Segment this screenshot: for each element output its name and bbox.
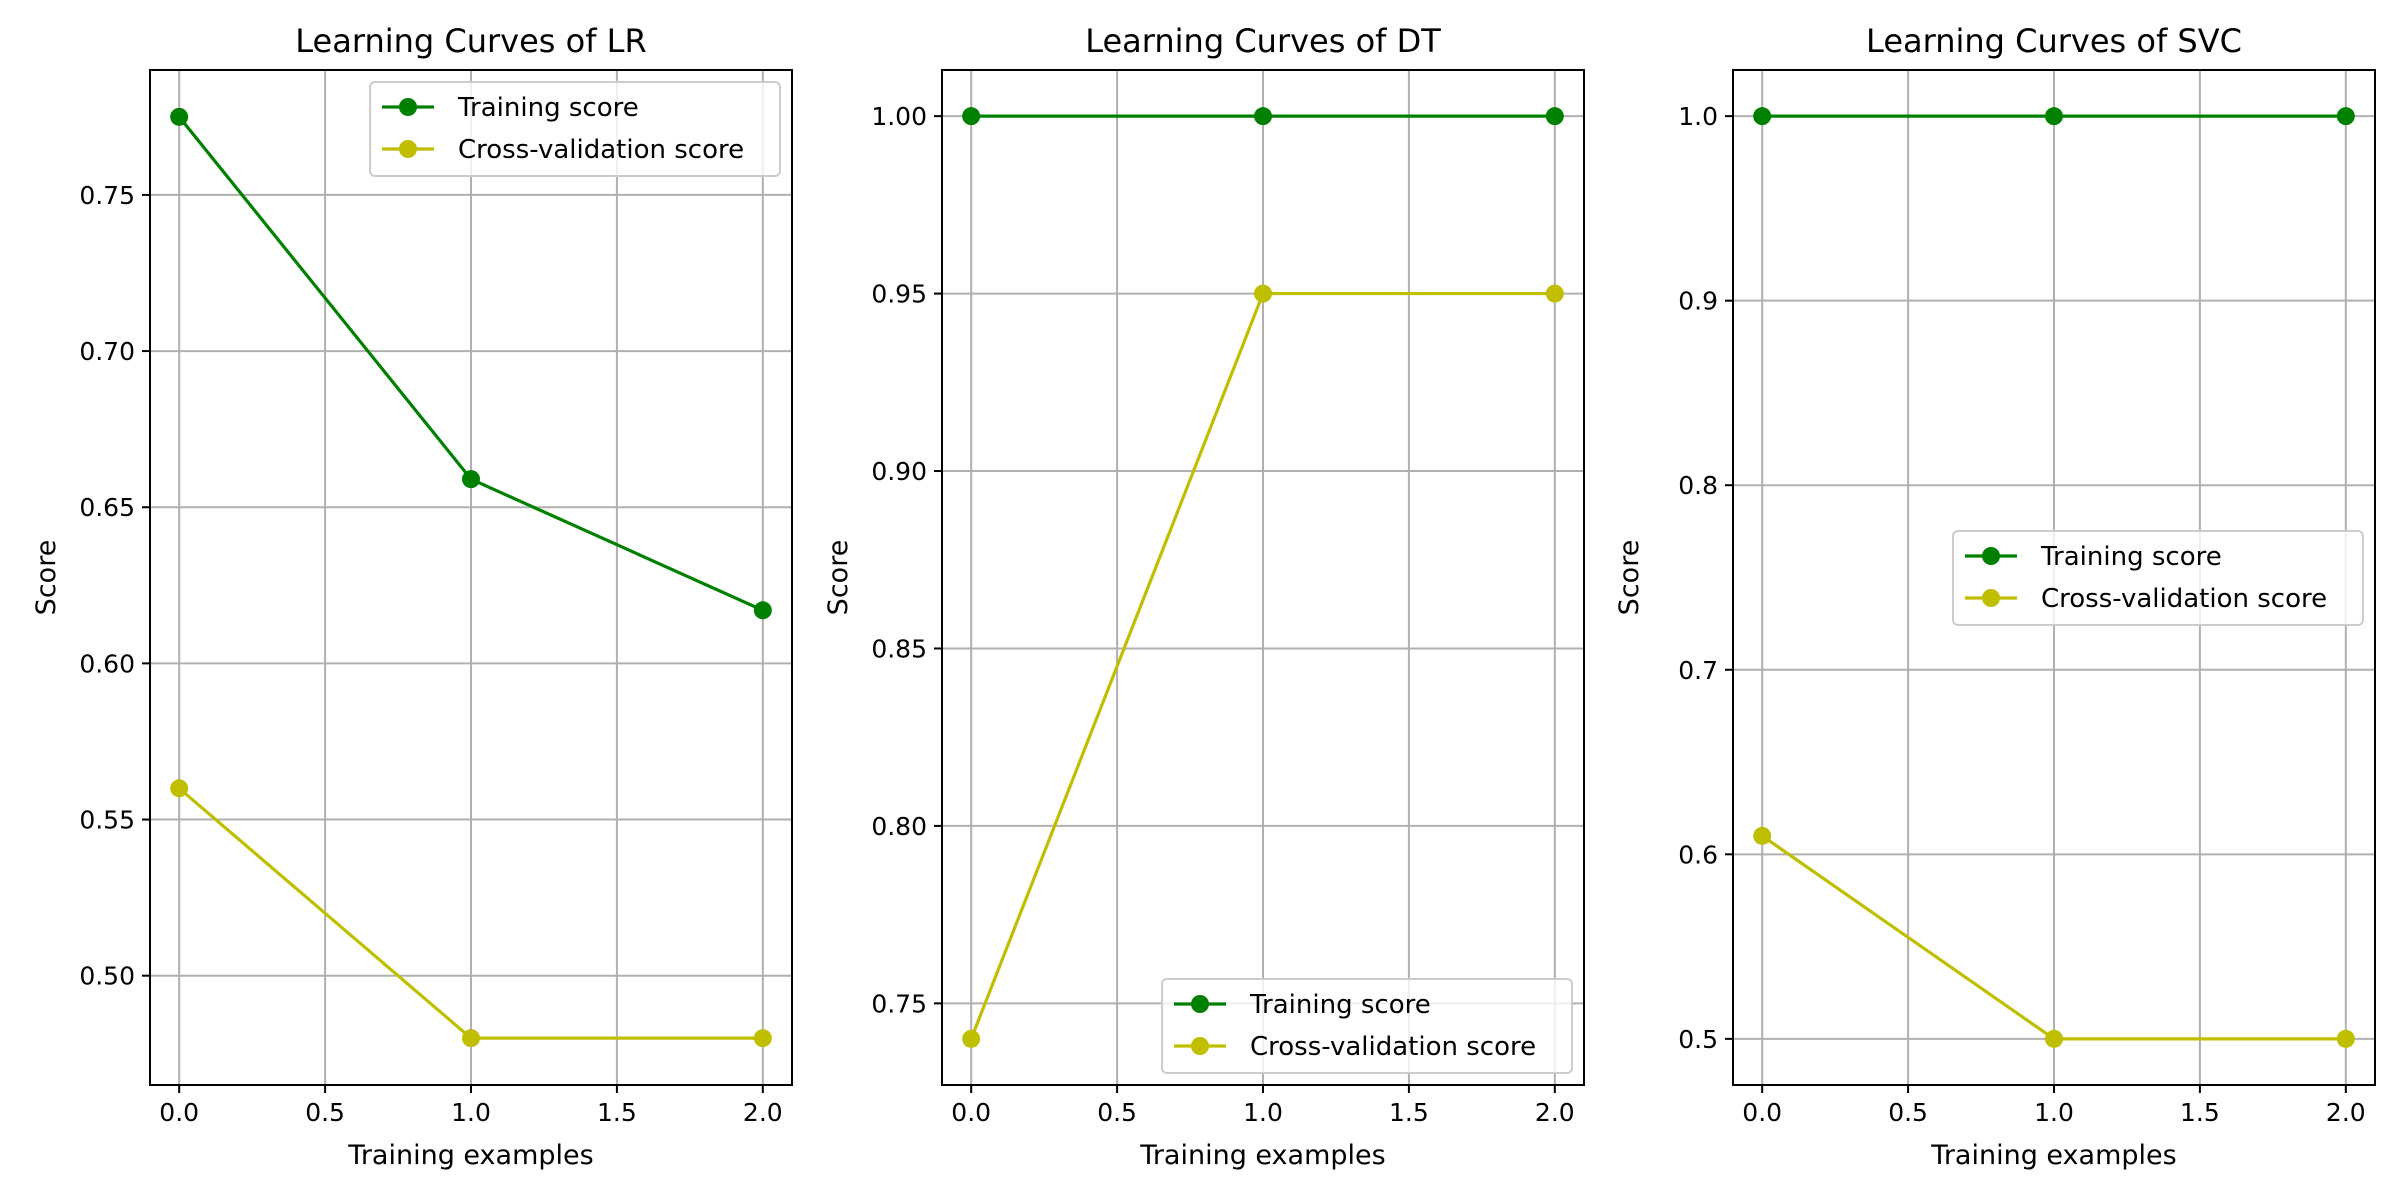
y-tick-label-0: 0.5: [1678, 1025, 1718, 1054]
legend-marker-training: [1982, 547, 2000, 565]
data-point-cross-validation-1: [1254, 284, 1272, 303]
legend: Training score Cross-validation score: [1952, 530, 2364, 626]
data-point-cross-validation-0: [170, 779, 189, 798]
y-tick-label-1: 0.80: [871, 812, 927, 841]
data-point-cross-validation-2: [2336, 1029, 2355, 1048]
y-tick-label-2: 0.60: [79, 649, 135, 678]
data-point-cross-validation-1: [2045, 1029, 2063, 1048]
y-tick-label-2: 0.85: [871, 634, 927, 663]
y-tick-label-3: 0.65: [79, 493, 135, 522]
legend-label-cross-validation: Cross-validation score: [458, 135, 744, 165]
legend-label-training: Training score: [1249, 990, 1431, 1020]
x-tick-label-3: 1.5: [2180, 1098, 2220, 1127]
x-axis-label: Training examples: [1139, 1140, 1385, 1171]
y-axis-label: Score: [1614, 540, 1645, 616]
x-tick-label-3: 1.5: [597, 1098, 637, 1127]
y-tick-label-2: 0.7: [1678, 656, 1718, 685]
data-point-cross-validation-0: [962, 1029, 981, 1048]
x-axis-label: Training examples: [347, 1140, 593, 1171]
y-tick-label-5: 0.75: [79, 181, 135, 210]
y-tick-label-0: 0.75: [871, 989, 927, 1018]
data-point-training-1: [1254, 107, 1272, 126]
legend: Training score Cross-validation score: [1161, 978, 1573, 1074]
legend-label-training: Training score: [457, 93, 639, 123]
y-axis-label: Score: [31, 540, 62, 616]
y-tick-label-5: 1.00: [871, 102, 927, 131]
y-tick-label-1: 0.55: [79, 806, 135, 835]
legend-box: [1161, 978, 1573, 1074]
x-tick-label-3: 1.5: [1389, 1098, 1429, 1127]
data-point-training-1: [462, 470, 480, 489]
y-tick-label-1: 0.6: [1678, 840, 1718, 869]
y-axis-label: Score: [823, 540, 854, 616]
chart-title: Learning Curves of LR: [295, 22, 646, 60]
data-point-cross-validation-0: [1753, 826, 1772, 845]
legend-label-cross-validation: Cross-validation score: [2041, 584, 2327, 614]
x-tick-label-2: 1.0: [1243, 1098, 1283, 1127]
data-point-training-0: [962, 107, 981, 126]
legend-box: [369, 81, 781, 177]
plot-frame: [941, 69, 1585, 1086]
legend-box: [1952, 530, 2364, 626]
y-tick-label-4: 0.9: [1678, 287, 1718, 316]
x-tick-label-1: 0.5: [305, 1098, 345, 1127]
legend-label-cross-validation: Cross-validation score: [1250, 1032, 1536, 1062]
x-tick-label-1: 0.5: [1888, 1098, 1928, 1127]
y-tick-label-4: 0.70: [79, 337, 135, 366]
legend-marker-training: [1191, 995, 1209, 1013]
x-tick-label-0: 0.0: [951, 1098, 991, 1127]
data-point-training-0: [1753, 107, 1772, 126]
data-point-training-2: [2336, 107, 2355, 126]
subplot-1: 0.0 0.5 1.0 1.5 2.0 0.50 0.55 0.60 0.65 0.70 0.75 L…: [31, 22, 793, 1171]
data-point-training-1: [2045, 107, 2063, 126]
legend-marker-cross-validation: [1982, 589, 2000, 607]
plot-frame: [149, 69, 793, 1086]
plot-frame: [1732, 69, 2376, 1086]
legend-marker-cross-validation: [399, 140, 417, 158]
legend: Training score Cross-validation score: [369, 81, 781, 177]
x-tick-label-4: 2.0: [743, 1098, 783, 1127]
y-tick-label-0: 0.50: [79, 962, 135, 991]
data-point-cross-validation-2: [753, 1029, 772, 1048]
x-tick-label-4: 2.0: [1535, 1098, 1575, 1127]
data-point-training-2: [1545, 107, 1564, 126]
x-tick-label-0: 0.0: [159, 1098, 199, 1127]
legend-marker-training: [399, 98, 417, 116]
chart-title: Learning Curves of SVC: [1866, 22, 2242, 60]
y-tick-label-4: 0.95: [871, 280, 927, 309]
x-tick-label-2: 1.0: [2034, 1098, 2074, 1127]
x-tick-label-4: 2.0: [2326, 1098, 2366, 1127]
legend-label-training: Training score: [2040, 542, 2222, 572]
data-point-cross-validation-2: [1545, 284, 1564, 303]
subplot-3: 0.0 0.5 1.0 1.5 2.0 0.5 0.6 0.7 0.8 0.9 1.0 Learnin…: [1614, 22, 2376, 1171]
legend-marker-cross-validation: [1191, 1037, 1209, 1055]
x-tick-label-0: 0.0: [1742, 1098, 1782, 1127]
x-tick-label-2: 1.0: [451, 1098, 491, 1127]
chart-title: Learning Curves of DT: [1085, 22, 1441, 60]
data-point-cross-validation-1: [462, 1029, 480, 1048]
x-axis-label: Training examples: [1930, 1140, 2176, 1171]
y-tick-label-3: 0.8: [1678, 471, 1718, 500]
x-tick-label-1: 0.5: [1097, 1098, 1137, 1127]
data-point-training-2: [753, 601, 772, 620]
data-point-training-0: [170, 107, 189, 126]
y-tick-label-3: 0.90: [871, 457, 927, 486]
y-tick-label-5: 1.0: [1678, 102, 1718, 131]
subplot-2: 0.0 0.5 1.0 1.5 2.0 0.75 0.80 0.85 0.90 0.95 1.00 L…: [823, 22, 1585, 1171]
